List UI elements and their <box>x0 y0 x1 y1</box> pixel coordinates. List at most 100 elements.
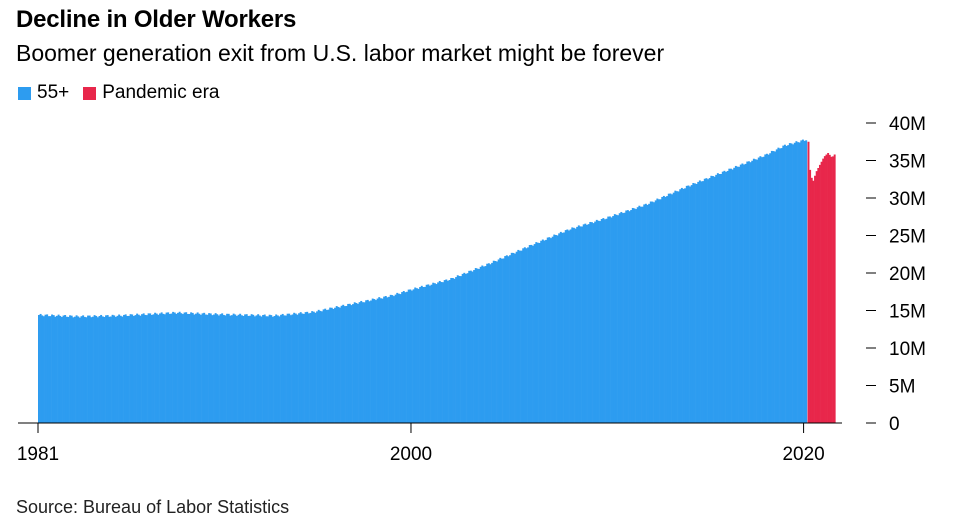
bar-55plus <box>278 316 281 423</box>
bar-55plus <box>646 204 649 423</box>
bar-55plus <box>234 314 237 423</box>
bar-55plus <box>237 314 240 423</box>
bar-55plus <box>427 284 430 423</box>
bar-55plus <box>54 316 57 423</box>
bar-55plus <box>442 282 444 423</box>
bar-55plus <box>631 207 634 423</box>
bar-55plus <box>764 154 767 423</box>
bar-55plus <box>96 317 99 423</box>
bar-55plus <box>141 314 143 423</box>
bar-55plus <box>640 206 642 423</box>
bar-55plus <box>446 280 449 423</box>
bar-55plus <box>139 315 142 423</box>
bar-55plus <box>46 314 49 423</box>
bar-55plus <box>75 315 78 423</box>
bar-55plus <box>790 143 793 423</box>
bar-55plus <box>607 216 610 423</box>
bar-55plus <box>422 286 425 423</box>
bar-55plus <box>39 313 42 423</box>
bar-55plus <box>528 245 531 423</box>
bar-55plus <box>175 313 178 423</box>
bar-55plus <box>523 247 526 423</box>
bar-55plus <box>710 175 713 423</box>
bar-55plus <box>353 302 356 423</box>
bar-55plus <box>535 242 538 423</box>
bar-55plus <box>788 143 791 423</box>
bar-55plus <box>751 160 754 424</box>
bar-55plus <box>314 312 317 423</box>
bar-55plus <box>705 178 708 423</box>
bar-55plus <box>137 314 140 423</box>
y-tick-label: 20M <box>889 264 926 285</box>
bar-55plus <box>440 282 443 423</box>
bar-55plus <box>203 312 206 423</box>
bar-55plus <box>615 214 618 423</box>
bar-55plus <box>363 302 366 423</box>
bar-55plus <box>250 314 253 423</box>
bar-55plus <box>232 313 235 423</box>
bar-55plus <box>57 314 60 423</box>
bar-55plus <box>602 218 605 423</box>
bar-55plus <box>777 147 780 424</box>
bar-55plus <box>479 266 482 423</box>
bar-55plus <box>345 305 348 423</box>
bar-55plus <box>357 303 359 423</box>
bar-55plus <box>360 300 363 423</box>
bar-55plus <box>538 242 541 423</box>
bar-55plus <box>270 315 273 423</box>
bar-55plus <box>371 298 374 423</box>
bar-55plus <box>500 258 503 423</box>
bar-55plus <box>767 154 770 423</box>
legend-label-pandemic: Pandemic era <box>102 82 220 103</box>
bar-55plus <box>675 191 678 423</box>
bar-55plus <box>38 315 40 423</box>
bar-55plus <box>433 283 436 423</box>
bar-55plus <box>301 313 304 423</box>
bar-55plus <box>309 312 312 423</box>
bar-55plus <box>661 196 664 423</box>
bar-55plus <box>689 186 692 423</box>
bar-55plus <box>121 316 124 423</box>
bar-55plus <box>365 300 368 423</box>
bar-55plus <box>635 209 638 423</box>
bar-55plus <box>469 270 472 423</box>
bar-55plus <box>252 314 255 423</box>
bar-55plus <box>589 221 592 423</box>
bar-55plus <box>779 148 781 423</box>
bar-55plus <box>386 297 389 423</box>
bar-55plus <box>741 163 744 423</box>
bar-pandemic <box>814 175 816 423</box>
bar-55plus <box>226 313 229 423</box>
bar-55plus <box>707 179 710 423</box>
bar-55plus <box>288 313 291 423</box>
bar-55plus <box>651 201 654 423</box>
bar-55plus <box>610 217 613 423</box>
bar-55plus <box>195 313 197 423</box>
bar-55plus <box>376 298 379 423</box>
bar-55plus <box>599 221 602 423</box>
bar-55plus <box>451 278 454 423</box>
bar-55plus <box>224 315 227 423</box>
bar-55plus <box>653 202 656 423</box>
bar-55plus <box>59 315 62 423</box>
y-tick-label: 5M <box>889 377 915 398</box>
bar-55plus <box>219 314 222 423</box>
bar-55plus <box>95 315 98 423</box>
bar-55plus <box>126 315 129 423</box>
bar-55plus <box>533 244 536 423</box>
bar-55plus <box>306 311 309 423</box>
bar-55plus <box>510 252 513 423</box>
bar-55plus <box>42 316 45 423</box>
bar-55plus <box>383 296 386 423</box>
bar-55plus <box>352 304 355 423</box>
bar-55plus <box>91 316 94 423</box>
bar-55plus <box>280 314 283 423</box>
bar-55plus <box>103 317 106 423</box>
bar-55plus <box>680 187 683 423</box>
bar-55plus <box>486 263 489 423</box>
bar-55plus <box>114 316 117 423</box>
bar-55plus <box>249 315 251 423</box>
bar-55plus <box>656 198 659 423</box>
y-tick-label: 15M <box>889 302 926 323</box>
bar-55plus <box>628 211 631 423</box>
